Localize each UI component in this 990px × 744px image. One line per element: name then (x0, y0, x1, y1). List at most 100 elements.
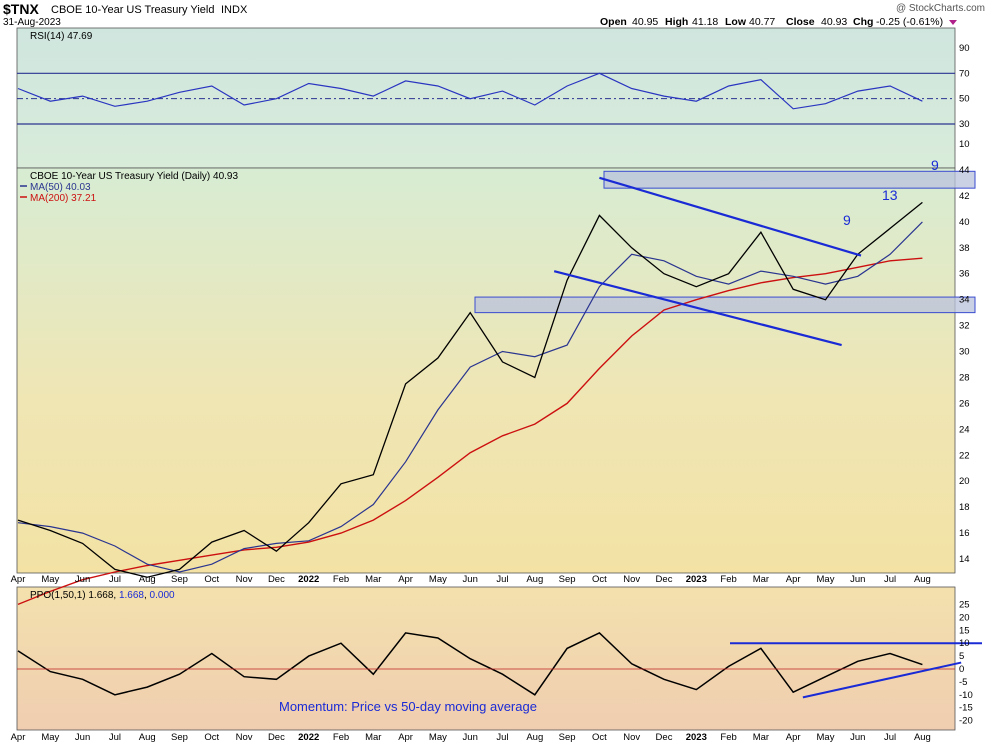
ppo-note: Momentum: Price vs 50-day moving average (279, 699, 537, 714)
price-tick-label: 42 (959, 191, 970, 202)
price-tick-label: 20 (959, 476, 970, 487)
x-axis-label: Apr (11, 574, 26, 585)
x-axis-label-bottom: Nov (623, 732, 640, 743)
x-axis-label-bottom: May (429, 732, 447, 743)
open-label: Open (600, 16, 627, 28)
low-label: Low (725, 16, 747, 28)
x-axis-label-bottom: Sep (559, 732, 576, 743)
x-axis-label-bottom: Sep (171, 732, 188, 743)
ppo-tick-label: 25 (959, 600, 970, 611)
x-axis-label-bottom: Dec (656, 732, 673, 743)
x-axis-label: Oct (204, 574, 219, 585)
price-tick-label: 18 (959, 502, 970, 513)
x-axis-label-bottom: Mar (753, 732, 769, 743)
x-axis-label: Jul (109, 574, 121, 585)
x-axis-label-bottom: Mar (365, 732, 381, 743)
price-tick-label: 32 (959, 321, 970, 332)
x-axis-label: Jun (850, 574, 865, 585)
ppo-tick-label: -20 (959, 716, 973, 727)
low-value: 40.77 (749, 16, 775, 28)
svg-text:PPO(1,50,1) 1.668, 1.668, 0.00: PPO(1,50,1) 1.668, 1.668, 0.000 (30, 590, 175, 601)
ppo-legend-prefix: PPO(1,50,1) 1.668, (30, 590, 119, 601)
x-axis-label-bottom: Jul (109, 732, 121, 743)
price-tick-label: 22 (959, 450, 970, 461)
support-zone (474, 296, 976, 314)
price-tick-label: 40 (959, 217, 970, 228)
ppo-legend-blue: 1.668 (119, 590, 144, 601)
ppo-tick-label: -10 (959, 690, 973, 701)
high-label: High (665, 16, 688, 28)
ma200-line (17, 257, 923, 606)
x-axis-label-bottom: Jul (884, 732, 896, 743)
x-axis-label: Oct (592, 574, 607, 585)
annotation-13: 13 (882, 187, 898, 203)
x-axis-label: May (429, 574, 447, 585)
symbol-name: CBOE 10-Year US Treasury Yield (51, 4, 214, 16)
x-axis-label: Jun (463, 574, 478, 585)
ppo-tick-label: 10 (959, 638, 970, 649)
x-axis-label-bottom: May (817, 732, 835, 743)
zones (474, 170, 976, 314)
price-tick-label-top: 10 (959, 139, 970, 150)
x-axis-label-bottom: Jun (75, 732, 90, 743)
axis-labels: 9070503010444240383634323028262422201816… (11, 43, 973, 743)
x-axis-label: Feb (720, 574, 736, 585)
ppo-legend-sep: , (144, 590, 150, 601)
x-axis-label: Aug (914, 574, 931, 585)
price-tick-label: 30 (959, 347, 970, 358)
x-axis-label-bottom: Oct (592, 732, 607, 743)
x-axis-label: Sep (171, 574, 188, 585)
x-axis-label: Mar (753, 574, 769, 585)
high-value: 41.18 (692, 16, 718, 28)
x-axis-label-bottom: Aug (139, 732, 156, 743)
ppo-tick-label: -15 (959, 703, 973, 714)
x-axis-label-bottom: 2022 (298, 732, 319, 743)
chart-date: 31-Aug-2023 (3, 17, 61, 28)
close-value: 40.93 (821, 16, 847, 28)
ppo-tick-label: 20 (959, 612, 970, 623)
x-axis-label: Mar (365, 574, 381, 585)
x-axis-label: Dec (656, 574, 673, 585)
x-axis-label: Apr (398, 574, 413, 585)
chg-label: Chg (853, 16, 873, 28)
watermark: @ StockCharts.com (896, 3, 985, 14)
x-axis-label-bottom: Aug (914, 732, 931, 743)
price-tick-label: 24 (959, 424, 970, 435)
ppo-tick-label: -5 (959, 677, 967, 688)
x-axis-label: 2023 (686, 574, 707, 585)
symbol: $TNX (3, 1, 39, 17)
channel-lower-line (553, 270, 842, 347)
rsi-tick-label: 70 (959, 68, 970, 79)
rsi-tick-label: 30 (959, 119, 970, 130)
x-axis-label-bottom: Jun (463, 732, 478, 743)
x-axis-label-bottom: Apr (398, 732, 413, 743)
rsi-legend: RSI(14) 47.69 (30, 31, 93, 42)
rsi-line (17, 72, 923, 110)
price-legend-title: CBOE 10-Year US Treasury Yield (Daily) 4… (30, 171, 238, 182)
x-axis-label: Dec (268, 574, 285, 585)
x-axis-label-bottom: Nov (236, 732, 253, 743)
ma50-line (17, 221, 923, 573)
price-tick-label: 44 (959, 165, 970, 176)
annotation-9-second: 9 (931, 157, 939, 173)
ppo-tick-label: 15 (959, 625, 970, 636)
x-axis-label: Aug (526, 574, 543, 585)
x-axis-label-bottom: Feb (720, 732, 736, 743)
rsi-tick-label: 50 (959, 94, 970, 105)
price-legend: CBOE 10-Year US Treasury Yield (Daily) 4… (20, 171, 238, 204)
x-axis-label-bottom: Apr (786, 732, 801, 743)
annotation-9-first: 9 (843, 212, 851, 228)
x-axis-label-bottom: Feb (333, 732, 349, 743)
ma200-legend: MA(200) 37.21 (30, 193, 97, 204)
resistance-zone (603, 170, 976, 189)
x-axis-label: May (817, 574, 835, 585)
series-lines (17, 72, 955, 696)
x-axis-label: Feb (333, 574, 349, 585)
x-axis-label: Apr (786, 574, 801, 585)
ohlc-readout: Open 40.95 High 41.18 Low 40.77 Close 40… (600, 16, 957, 28)
exchange: INDX (221, 4, 248, 16)
price-tick-label: 16 (959, 528, 970, 539)
price-line (17, 201, 923, 578)
x-axis-label-bottom: Jul (496, 732, 508, 743)
open-value: 40.95 (632, 16, 658, 28)
